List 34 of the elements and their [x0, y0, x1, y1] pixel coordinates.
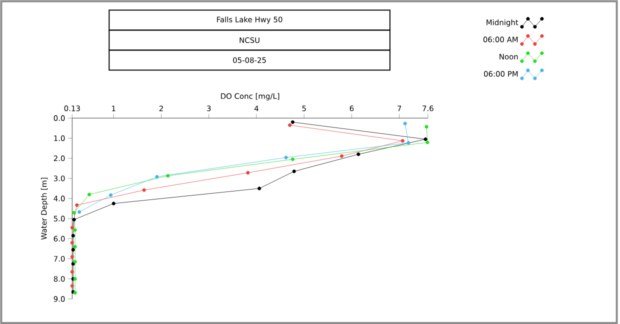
point [70, 254, 74, 259]
point [72, 210, 76, 214]
point [88, 192, 92, 196]
point [70, 284, 74, 288]
point [284, 156, 288, 160]
point [400, 138, 404, 143]
point [292, 169, 296, 174]
point [406, 140, 410, 145]
point [72, 218, 76, 222]
point [112, 202, 116, 206]
point [70, 226, 74, 230]
point [108, 193, 113, 197]
point [166, 174, 170, 178]
point [340, 154, 344, 158]
point [155, 174, 159, 179]
point [426, 140, 430, 144]
point [246, 170, 250, 174]
point [70, 240, 74, 244]
point [288, 123, 292, 127]
point [356, 152, 360, 156]
point [70, 270, 74, 274]
point [75, 203, 79, 207]
point [71, 234, 75, 238]
point [290, 157, 294, 162]
point [258, 186, 262, 190]
point [142, 188, 146, 192]
point [78, 210, 82, 214]
point [424, 124, 428, 128]
point [73, 244, 77, 248]
point [403, 122, 407, 126]
point [73, 228, 77, 232]
point [71, 248, 75, 252]
point [290, 120, 294, 124]
point [424, 137, 428, 141]
